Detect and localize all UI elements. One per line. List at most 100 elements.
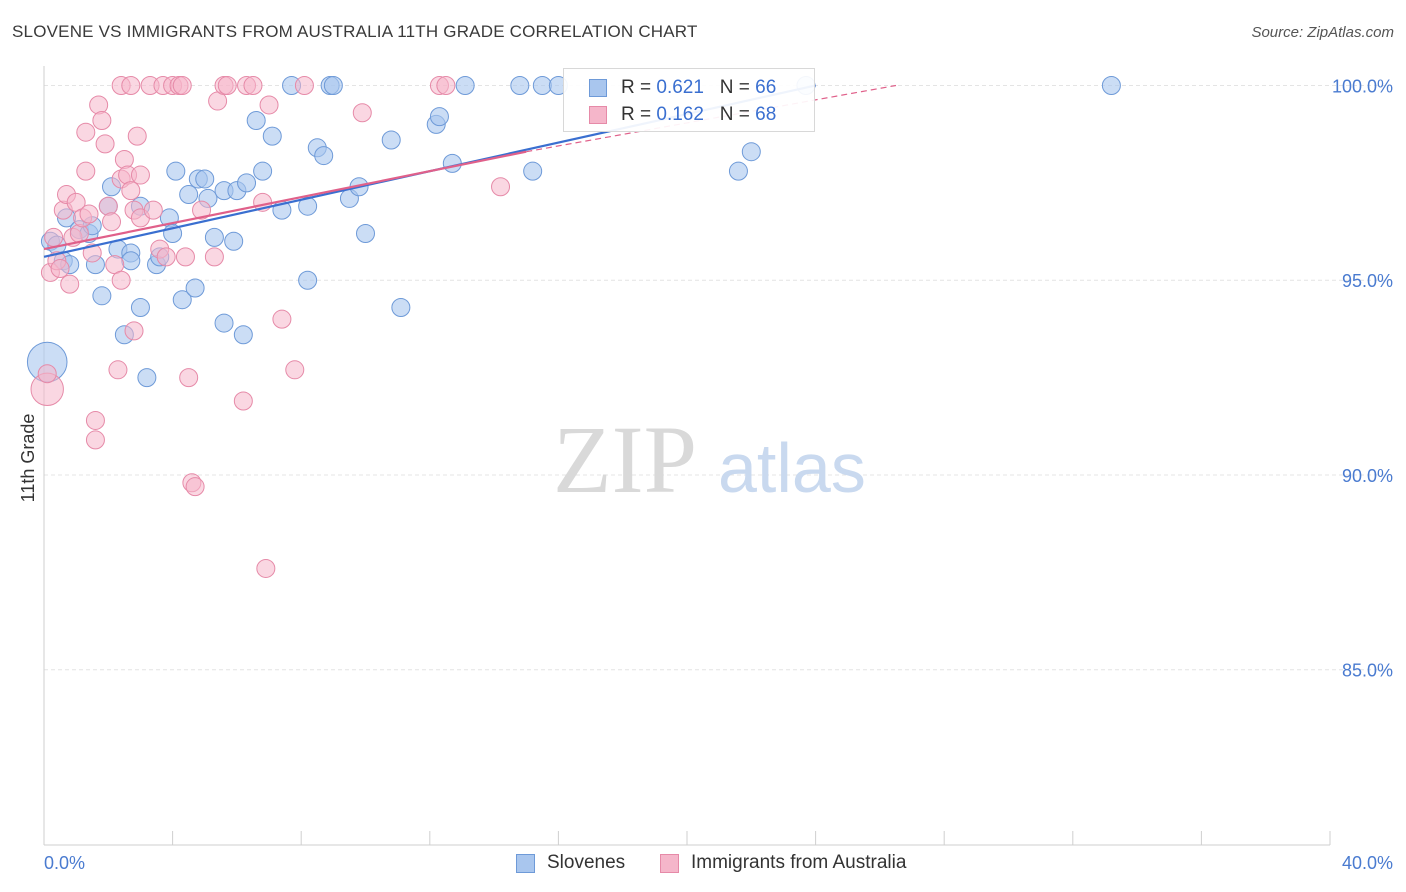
legend-r-value-australia: 0.162 [656, 104, 704, 125]
australia-point-32 [124, 321, 144, 341]
australia-point-47 [179, 368, 199, 388]
slovenes-point-65 [323, 75, 343, 95]
slovenes-point-51 [381, 130, 401, 150]
bottom-swatch-pink [660, 854, 679, 873]
slovenes-point-37 [237, 173, 257, 193]
legend-r-label: R = [621, 104, 652, 125]
australia-point-33 [127, 126, 147, 146]
australia-point-22 [98, 196, 118, 216]
australia-point-13 [76, 122, 96, 142]
slovenes-point-46 [314, 146, 334, 166]
slovenes-point-27 [185, 278, 205, 298]
slovenes-point-40 [262, 126, 282, 146]
australia-trend-line [43, 150, 527, 251]
legend-swatch-pink [589, 106, 607, 124]
australia-point-34 [130, 165, 150, 185]
australia-point-50 [192, 200, 212, 220]
slovenes-point-17 [130, 297, 150, 317]
slovenes-point-55 [442, 153, 462, 173]
australia-point-45 [172, 75, 192, 95]
australia-point-37 [121, 75, 141, 95]
slovenes-point-59 [532, 75, 552, 95]
australia-point-19 [89, 95, 109, 115]
australia-point-5 [50, 259, 70, 279]
australia-point-39 [143, 200, 163, 220]
slovenes-point-52 [391, 297, 411, 317]
slovenes-point-24 [166, 161, 186, 181]
australia-point-54 [217, 75, 237, 95]
source-note: Source: ZipAtlas.com [1251, 24, 1394, 41]
watermark: ZIP atlas [553, 406, 866, 513]
slovenes-point-29 [195, 169, 215, 189]
chart-title: SLOVENE VS IMMIGRANTS FROM AUSTRALIA 11T… [12, 22, 698, 41]
y-tick-label-2: 95.0% [1342, 271, 1393, 291]
watermark-zip: ZIP [553, 406, 697, 513]
y-tick-label-1: 90.0% [1342, 466, 1393, 486]
australia-point-46 [175, 247, 195, 267]
slovenes-point-33 [214, 313, 234, 333]
australia-point-55 [233, 391, 253, 411]
y-tick-label-3: 100.0% [1332, 76, 1393, 96]
australia-point-42 [156, 247, 176, 267]
australia-point-64 [352, 103, 372, 123]
x-tick-label-max: 40.0% [1342, 853, 1393, 873]
stats-legend: R = 0.621 N = 66 R = 0.162 N = 68 [563, 68, 815, 132]
legend-r-label: R = [621, 77, 652, 98]
australia-point-14 [76, 161, 96, 181]
slovenes-point-31 [204, 227, 224, 247]
australia-point-30 [121, 181, 141, 201]
slovenes-point-26 [179, 185, 199, 205]
slovenes-point-50 [356, 223, 375, 243]
x-tick-label-min: 0.0% [44, 853, 85, 873]
legend-r-value-slovenes: 0.621 [656, 77, 704, 98]
slovenes-point-57 [510, 75, 530, 95]
australia-point-16 [82, 243, 102, 263]
slovenes-point-63 [1101, 75, 1121, 95]
australia-point-62 [285, 360, 305, 380]
australia-point-25 [108, 360, 128, 380]
australia-point-63 [294, 75, 314, 95]
australia-point-60 [259, 95, 279, 115]
australia-point-28 [114, 149, 134, 169]
slovenes-point-10 [92, 286, 112, 306]
legend-n-value-australia: 68 [755, 104, 777, 125]
y-axis-label: 11th Grade [18, 414, 38, 503]
slovenes-point-16 [121, 251, 141, 271]
slovenes-point-58 [523, 161, 543, 181]
australia-point-18 [85, 430, 105, 450]
legend-n-value-slovenes: 66 [755, 77, 777, 98]
slovenes-point-60 [728, 161, 748, 181]
australia-point-1 [37, 364, 57, 384]
australia-point-3 [44, 227, 64, 247]
slovenes-point-39 [253, 161, 273, 181]
australia-point-66 [436, 75, 456, 95]
australia-point-8 [60, 274, 80, 294]
slovenes-point-44 [298, 270, 318, 290]
slovenes-point-61 [741, 142, 761, 162]
australia-point-23 [102, 212, 122, 232]
legend-n-label: N = [719, 77, 750, 98]
australia-point-51 [204, 247, 224, 267]
slovenes-point-54 [429, 107, 449, 127]
gridlines [44, 84, 1395, 671]
australia-point-15 [79, 204, 99, 224]
slovenes-point-25 [172, 290, 192, 310]
y-tick-label-0: 85.0% [1342, 661, 1393, 681]
australia-point-49 [185, 477, 205, 497]
slovenes-point-34 [224, 231, 244, 251]
axes [43, 66, 1331, 846]
legend-n-label: N = [719, 104, 750, 125]
australia-point-20 [92, 111, 112, 131]
australia-point-61 [272, 309, 292, 329]
australia-point-21 [95, 134, 115, 154]
slovenes-point-56 [455, 75, 475, 95]
australia-trend-extension [526, 84, 897, 153]
watermark-atlas: atlas [718, 429, 866, 507]
australia-points [30, 75, 511, 578]
bottom-legend-label-australia: Immigrants from Australia [691, 852, 907, 873]
bottom-swatch-blue [516, 854, 535, 873]
australia-point-17 [85, 410, 105, 430]
australia-point-26 [111, 270, 131, 290]
tick-labels: 85.0% 90.0% 95.0% 100.0% 0.0% 40.0% [44, 76, 1393, 873]
